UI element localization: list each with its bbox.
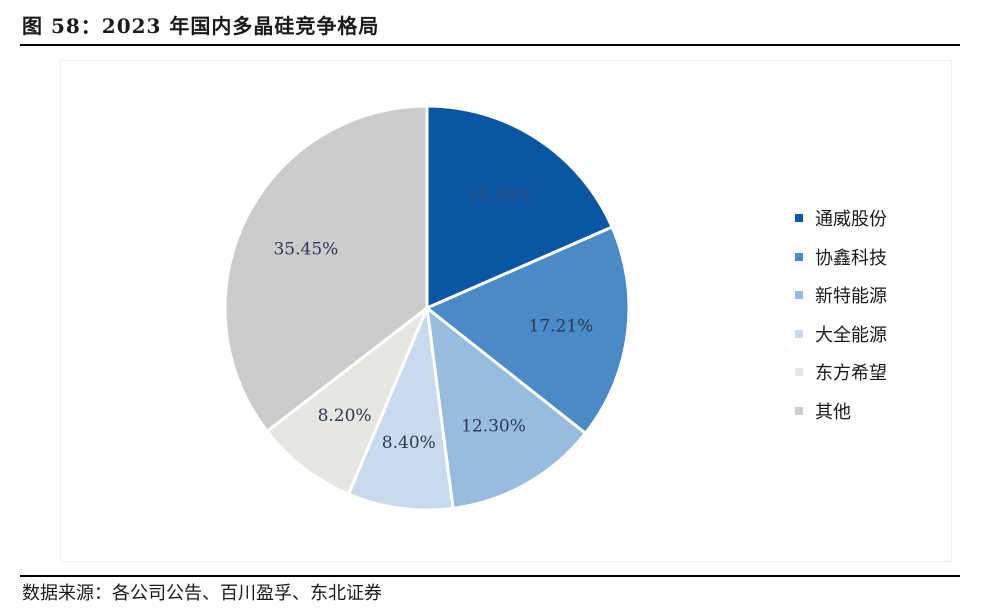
legend-label: 通威股份 [815,209,887,231]
figure-title: 图 58：2023 年国内多晶硅竞争格局 [22,14,380,38]
pie-slice-1 [425,104,614,310]
top-rule [20,44,960,46]
legend-label: 东方希望 [815,363,887,385]
slice-value-label-6: 35.45% [273,239,338,259]
legend-item-6: 其他 [795,392,887,431]
legend-swatch [795,252,803,261]
legend-swatch [795,291,803,300]
legend-label: 协鑫科技 [815,247,887,269]
pie-slice-6 [223,104,429,433]
legend-item-1: 通威股份 [795,199,887,238]
pie-slice-3 [425,306,587,510]
legend-swatch [795,214,803,223]
legend-item-3: 新特能源 [795,276,887,315]
legend-swatch [795,406,803,415]
slice-value-label-3: 12.30% [461,417,526,437]
data-source-note: 数据来源：各公司公告、百川盈孚、东北证券 [22,583,382,604]
pie-slice-2 [425,225,631,435]
pie-slice-5 [265,306,429,496]
legend-label: 大全能源 [815,324,887,346]
bottom-rule [20,575,960,577]
legend-item-4: 大全能源 [795,315,887,354]
pie-value-labels: 18.44% 17.21% 12.30% 8.40% 8.20% 35.45% [273,186,593,453]
slice-value-label-2: 17.21% [528,316,593,336]
legend-label: 其他 [815,401,851,423]
pie-slice-4 [347,306,455,512]
legend-swatch [795,329,803,338]
legend-item-2: 协鑫科技 [795,238,887,277]
slice-value-label-5: 8.20% [318,406,372,426]
legend-label: 新特能源 [815,286,887,308]
slice-value-label-4: 8.40% [382,433,436,453]
legend-swatch [795,368,803,377]
pie-slices [223,104,631,512]
chart-legend: 通威股份协鑫科技新特能源大全能源东方希望其他 [795,199,887,430]
legend-item-5: 东方希望 [795,353,887,392]
slice-value-label-1: 18.44% [468,186,533,206]
